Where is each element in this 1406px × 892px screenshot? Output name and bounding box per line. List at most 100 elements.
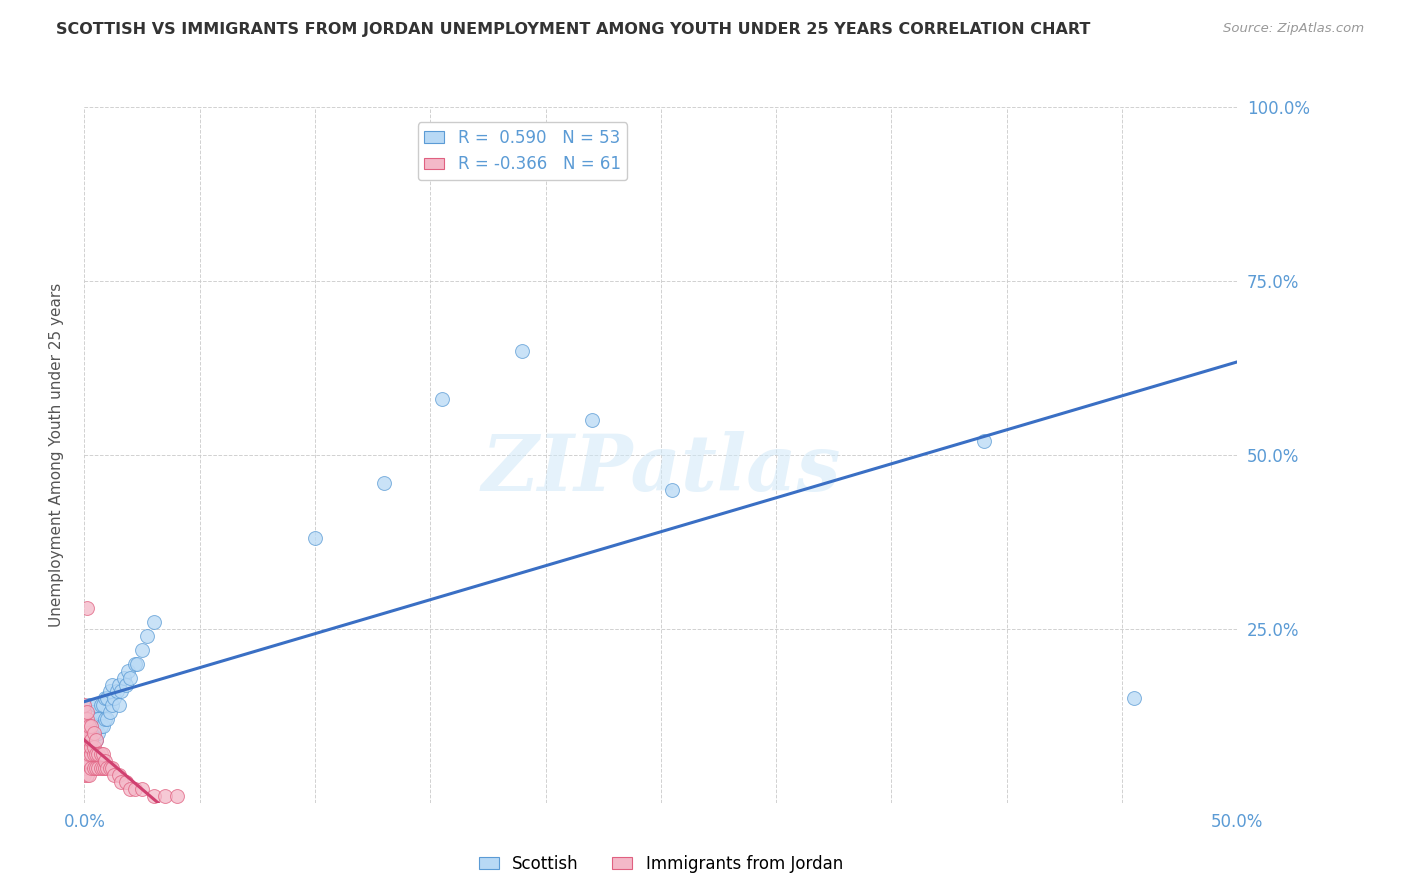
Point bbox=[76, 733, 98, 747]
Point bbox=[124, 657, 146, 671]
Point bbox=[73, 754, 96, 768]
Point bbox=[108, 698, 131, 713]
Point bbox=[76, 712, 98, 726]
Point bbox=[76, 747, 98, 761]
Point bbox=[430, 392, 453, 407]
Point bbox=[77, 747, 100, 761]
Point bbox=[76, 740, 98, 755]
Point bbox=[73, 740, 96, 755]
Point bbox=[76, 601, 98, 615]
Text: ZIPatlas: ZIPatlas bbox=[481, 431, 841, 507]
Point bbox=[77, 726, 100, 740]
Point bbox=[73, 733, 96, 747]
Point bbox=[84, 761, 107, 775]
Point bbox=[77, 768, 100, 782]
Point bbox=[135, 629, 157, 643]
Point bbox=[512, 343, 534, 358]
Point bbox=[77, 740, 100, 755]
Text: Source: ZipAtlas.com: Source: ZipAtlas.com bbox=[1223, 22, 1364, 36]
Point bbox=[80, 706, 103, 720]
Point bbox=[76, 719, 98, 733]
Point bbox=[108, 768, 131, 782]
Point bbox=[76, 733, 98, 747]
Point bbox=[80, 719, 103, 733]
Point bbox=[94, 712, 117, 726]
Point bbox=[89, 761, 111, 775]
Point bbox=[101, 698, 124, 713]
Point bbox=[80, 719, 103, 733]
Point bbox=[91, 747, 114, 761]
Point bbox=[108, 677, 131, 691]
Point bbox=[77, 740, 100, 755]
Point bbox=[76, 712, 98, 726]
Point bbox=[661, 483, 683, 497]
Point bbox=[103, 768, 125, 782]
Point bbox=[142, 789, 165, 803]
Point bbox=[73, 761, 96, 775]
Text: SCOTTISH VS IMMIGRANTS FROM JORDAN UNEMPLOYMENT AMONG YOUTH UNDER 25 YEARS CORRE: SCOTTISH VS IMMIGRANTS FROM JORDAN UNEMP… bbox=[56, 22, 1091, 37]
Point bbox=[94, 754, 117, 768]
Point bbox=[87, 712, 110, 726]
Point bbox=[96, 691, 118, 706]
Point bbox=[1122, 691, 1144, 706]
Point bbox=[98, 684, 121, 698]
Legend: Scottish, Immigrants from Jordan: Scottish, Immigrants from Jordan bbox=[472, 848, 849, 880]
Y-axis label: Unemployment Among Youth under 25 years: Unemployment Among Youth under 25 years bbox=[49, 283, 63, 627]
Point bbox=[127, 657, 149, 671]
Point bbox=[120, 671, 142, 685]
Point bbox=[76, 726, 98, 740]
Point bbox=[89, 747, 111, 761]
Point bbox=[73, 706, 96, 720]
Point bbox=[87, 726, 110, 740]
Point bbox=[131, 781, 153, 796]
Point bbox=[80, 747, 103, 761]
Point bbox=[110, 684, 132, 698]
Point bbox=[120, 781, 142, 796]
Point bbox=[73, 698, 96, 713]
Point bbox=[76, 768, 98, 782]
Point bbox=[117, 664, 139, 678]
Point bbox=[80, 733, 103, 747]
Point bbox=[84, 747, 107, 761]
Point bbox=[96, 761, 118, 775]
Point bbox=[80, 761, 103, 775]
Point bbox=[110, 775, 132, 789]
Point bbox=[91, 761, 114, 775]
Point bbox=[73, 719, 96, 733]
Point bbox=[91, 719, 114, 733]
Point bbox=[76, 747, 98, 761]
Point bbox=[581, 413, 603, 427]
Point bbox=[76, 726, 98, 740]
Point bbox=[76, 754, 98, 768]
Point bbox=[89, 698, 111, 713]
Point bbox=[87, 761, 110, 775]
Point bbox=[73, 712, 96, 726]
Point bbox=[115, 775, 138, 789]
Point bbox=[89, 719, 111, 733]
Point bbox=[98, 761, 121, 775]
Point bbox=[115, 677, 138, 691]
Point bbox=[83, 747, 105, 761]
Point bbox=[973, 434, 995, 448]
Point bbox=[73, 726, 96, 740]
Point bbox=[112, 671, 135, 685]
Point bbox=[94, 761, 117, 775]
Point bbox=[124, 781, 146, 796]
Point bbox=[77, 733, 100, 747]
Point bbox=[83, 761, 105, 775]
Point bbox=[80, 733, 103, 747]
Point bbox=[83, 726, 105, 740]
Point bbox=[73, 761, 96, 775]
Point bbox=[84, 719, 107, 733]
Legend: R =  0.590   N = 53, R = -0.366   N = 61: R = 0.590 N = 53, R = -0.366 N = 61 bbox=[418, 122, 627, 180]
Point bbox=[84, 698, 107, 713]
Point bbox=[83, 706, 105, 720]
Point bbox=[103, 691, 125, 706]
Point bbox=[91, 698, 114, 713]
Point bbox=[96, 712, 118, 726]
Point bbox=[84, 733, 107, 747]
Point bbox=[304, 532, 326, 546]
Point bbox=[166, 789, 188, 803]
Point bbox=[77, 698, 100, 713]
Point bbox=[77, 712, 100, 726]
